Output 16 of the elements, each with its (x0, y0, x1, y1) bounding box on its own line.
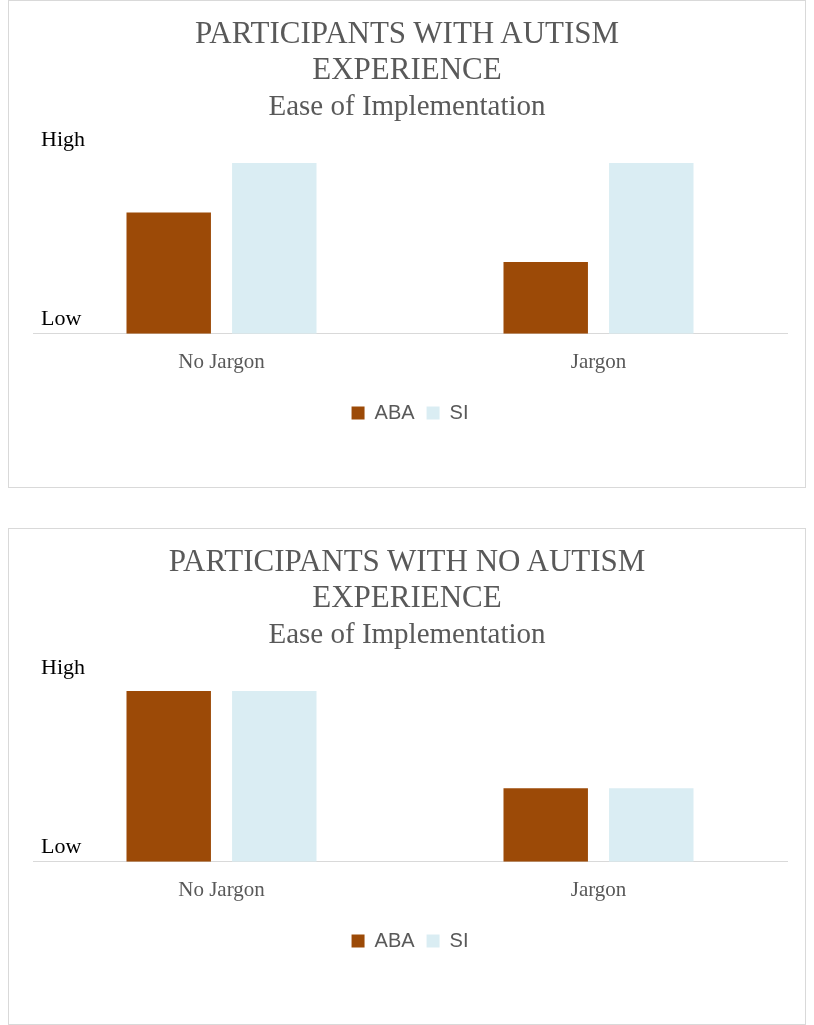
legend-label: SI (449, 400, 469, 423)
chart-title: PARTICIPANTS WITH AUTISM EXPERIENCE (193, 15, 621, 87)
text: High (41, 653, 85, 679)
annotation: Low (41, 832, 82, 858)
legend-label: ABA (374, 928, 416, 951)
text: High (41, 125, 85, 151)
chart-title: PARTICIPANTS WITH NO AUTISM EXPERIENCE (167, 543, 647, 615)
x-tick-label: No Jargon (178, 876, 266, 901)
legend-label: ABA (374, 400, 416, 423)
chart-subtitle: Ease of Implementation (267, 616, 547, 651)
legend-label: SI (449, 928, 469, 951)
x-tick-label: Jargon (570, 348, 627, 373)
chart-subtitle: Ease of Implementation (267, 88, 547, 123)
x-tick-label: Jargon (570, 876, 627, 901)
x-tick-label: No Jargon (178, 348, 266, 373)
annotation: Low (41, 304, 82, 330)
